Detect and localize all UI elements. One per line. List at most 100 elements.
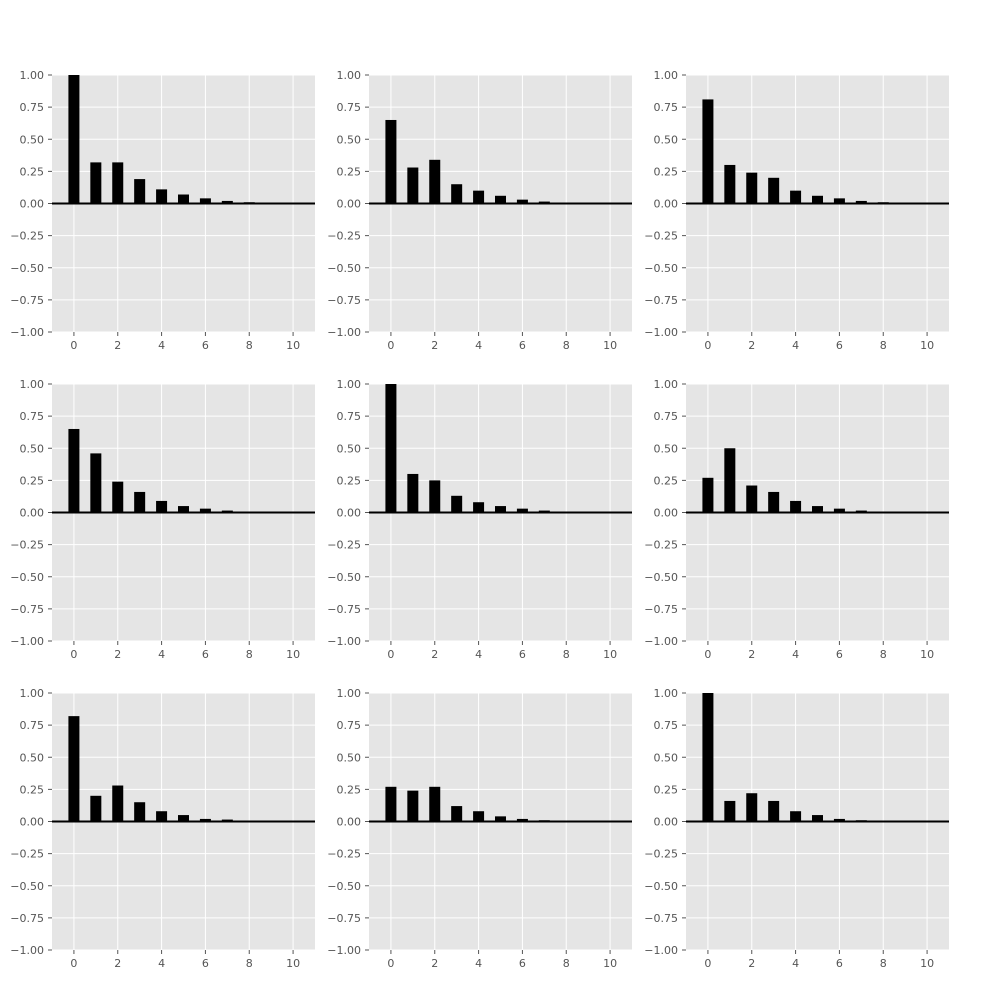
acf-bar [790, 190, 802, 204]
y-tick-label: −0.25 [10, 230, 44, 243]
acf-bar [702, 99, 714, 204]
x-tick-label: 6 [519, 957, 526, 970]
x-tick-label: 4 [792, 957, 799, 970]
x-tick-label: 6 [836, 648, 843, 661]
acf-bar [473, 502, 485, 513]
y-tick-label: −0.25 [327, 848, 361, 861]
x-tick-label: 0 [70, 957, 77, 970]
y-tick-label: −0.25 [327, 539, 361, 552]
y-tick-label: −0.75 [327, 294, 361, 307]
acf-bar [516, 508, 528, 513]
y-tick-label: 0.75 [654, 101, 679, 114]
y-tick-label: −0.25 [10, 539, 44, 552]
x-tick-label: 10 [603, 339, 617, 352]
x-tick-label: 4 [475, 957, 482, 970]
acf-bar [407, 473, 419, 513]
x-tick-label: 0 [387, 339, 394, 352]
y-tick-label: −1.00 [644, 944, 678, 957]
x-tick-label: 2 [114, 648, 121, 661]
x-tick-label: 10 [286, 339, 300, 352]
y-tick-label: 1.00 [20, 378, 45, 391]
subplot-3: 1.00 0.75 0.50 0.25 0.00 −0.25 −0.50 −0.75 −1.00… [644, 69, 949, 352]
x-tick-label: 10 [286, 648, 300, 661]
y-tick-label: −0.50 [10, 262, 44, 275]
acf-bar [385, 119, 397, 204]
y-tick-label: −0.25 [327, 230, 361, 243]
acf-bar [473, 811, 485, 822]
y-tick-label: −0.75 [644, 912, 678, 925]
x-tick-label: 10 [603, 957, 617, 970]
acf-bar [768, 800, 780, 822]
y-tick-label: −0.50 [644, 880, 678, 893]
y-tick-label: −0.75 [644, 603, 678, 616]
y-tick-label: −0.50 [327, 880, 361, 893]
acf-bar [90, 162, 102, 204]
y-tick-label: 0.75 [654, 719, 679, 732]
y-tick-label: 0.50 [337, 133, 362, 146]
y-tick-label: −0.25 [644, 230, 678, 243]
acf-bar [199, 508, 211, 513]
y-tick-label: −0.75 [10, 294, 44, 307]
acf-bar [746, 485, 758, 513]
y-tick-label: 0.75 [654, 410, 679, 423]
acf-bar [221, 200, 233, 204]
acf-bar [199, 198, 211, 204]
x-tick-label: 0 [704, 648, 711, 661]
y-tick-label: 0.50 [654, 133, 679, 146]
y-tick-label: −0.75 [327, 912, 361, 925]
acf-bar [790, 811, 802, 822]
y-tick-label: 0.25 [337, 474, 362, 487]
x-tick-label: 6 [202, 957, 209, 970]
y-tick-label: 0.75 [20, 410, 45, 423]
x-tick-label: 8 [246, 339, 253, 352]
acf-bar [156, 189, 168, 204]
y-tick-label: 0.75 [337, 719, 362, 732]
x-tick-label: 0 [70, 648, 77, 661]
y-tick-label: 0.50 [20, 442, 45, 455]
x-tick-label: 8 [246, 957, 253, 970]
y-tick-label: 0.25 [337, 165, 362, 178]
y-tick-label: −1.00 [327, 635, 361, 648]
y-tick-label: 0.00 [337, 198, 362, 211]
x-tick-label: 4 [158, 957, 165, 970]
acf-bar [68, 428, 80, 513]
acf-bar [134, 491, 146, 513]
x-tick-label: 0 [70, 339, 77, 352]
x-tick-label: 10 [920, 957, 934, 970]
acf-bar [178, 194, 189, 204]
x-tick-label: 8 [563, 339, 570, 352]
x-tick-label: 2 [748, 339, 755, 352]
x-tick-label: 0 [704, 957, 711, 970]
x-tick-label: 0 [387, 957, 394, 970]
x-tick-label: 2 [431, 339, 438, 352]
acf-bar [112, 162, 124, 204]
acf-bar [385, 786, 397, 822]
acf-bar [702, 693, 714, 822]
x-tick-label: 4 [792, 648, 799, 661]
acf-bar [429, 786, 441, 822]
y-tick-label: −0.25 [644, 848, 678, 861]
x-tick-label: 6 [202, 339, 209, 352]
x-tick-label: 4 [475, 648, 482, 661]
x-tick-label: 2 [748, 648, 755, 661]
y-tick-label: 1.00 [337, 69, 362, 82]
acf-bar [768, 491, 780, 513]
y-tick-label: 1.00 [20, 687, 45, 700]
acf-bar [68, 716, 80, 822]
y-tick-label: 0.25 [20, 165, 45, 178]
acf-bar [724, 448, 736, 513]
x-tick-label: 10 [920, 339, 934, 352]
acf-bar [429, 480, 441, 513]
acf-bar [495, 816, 506, 822]
x-tick-label: 8 [246, 648, 253, 661]
y-tick-label: −1.00 [644, 635, 678, 648]
y-tick-label: −1.00 [10, 326, 44, 339]
y-tick-label: 0.00 [337, 507, 362, 520]
y-tick-label: 0.25 [654, 474, 679, 487]
acf-bar [790, 500, 802, 513]
x-tick-label: 10 [603, 648, 617, 661]
y-tick-label: 0.00 [654, 816, 679, 829]
acf-bar [90, 795, 102, 822]
acf-bar [746, 172, 758, 204]
y-tick-label: 0.25 [654, 165, 679, 178]
